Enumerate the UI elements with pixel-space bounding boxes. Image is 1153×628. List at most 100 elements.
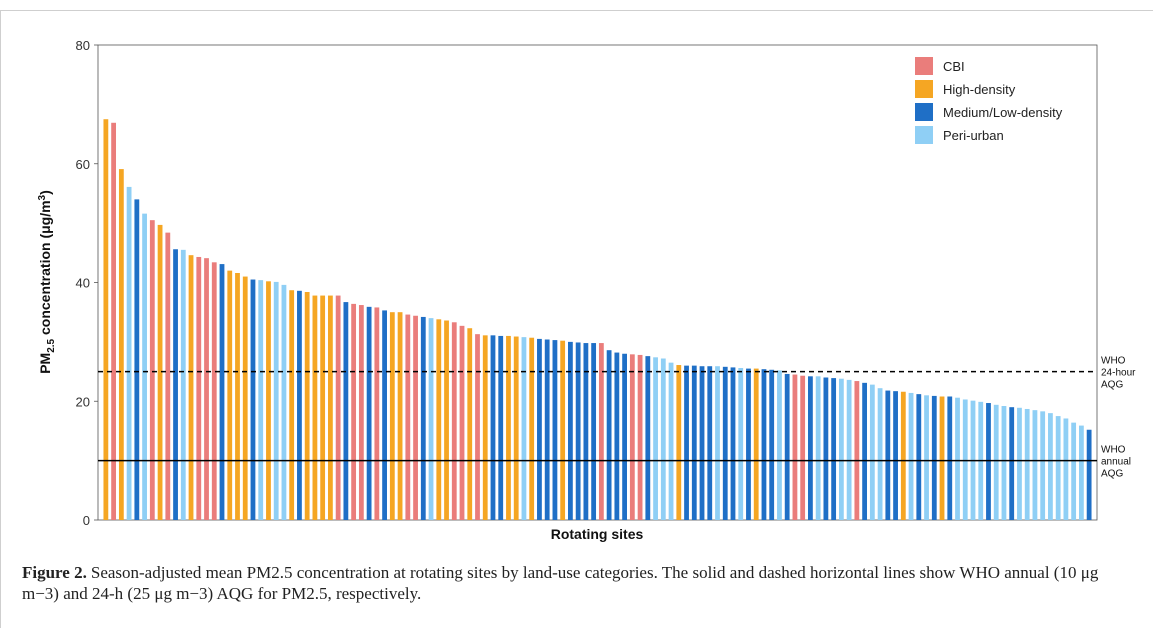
bar — [738, 368, 744, 520]
bar — [722, 366, 728, 520]
bar — [258, 280, 264, 521]
who-annual-aqg-label: WHO annual AQG — [1101, 445, 1131, 480]
bar — [800, 375, 806, 520]
y-axis: 0 20 40 60 80 — [76, 38, 98, 528]
legend-label: Medium/Low-density — [943, 105, 1063, 120]
bar — [676, 365, 682, 520]
bar-chart: 0 20 40 60 80 WHO 24-hour AQG WHO annual AQG CBI H… — [37, 38, 1136, 542]
bar — [327, 295, 333, 520]
bar — [598, 343, 604, 520]
bar — [784, 373, 790, 520]
bar — [506, 335, 511, 520]
bar — [397, 312, 403, 520]
bar — [1063, 418, 1069, 520]
bar — [358, 305, 364, 520]
bar — [320, 295, 326, 520]
bar — [436, 319, 442, 520]
bar — [242, 276, 248, 520]
bar — [916, 394, 922, 521]
bar — [893, 391, 898, 520]
legend-swatch — [915, 57, 933, 75]
bar — [467, 328, 473, 520]
bar — [149, 220, 155, 520]
bar — [947, 396, 953, 520]
bar — [606, 350, 612, 520]
bar — [513, 336, 519, 520]
bar — [846, 379, 852, 521]
bar — [343, 302, 349, 520]
bar — [250, 279, 256, 520]
bar — [660, 358, 666, 520]
bar — [482, 335, 488, 520]
bar — [962, 399, 968, 520]
y-tick-label: 0 — [83, 513, 90, 528]
bar — [103, 119, 109, 520]
figure-frame — [0, 10, 1153, 628]
bar — [877, 388, 883, 520]
bar — [374, 307, 380, 520]
legend-label: CBI — [943, 59, 965, 74]
reference-line-labels: WHO 24-hour AQG WHO annual AQG — [1101, 356, 1136, 480]
figure-label: Figure 2. — [22, 563, 87, 582]
legend-label: High-density — [943, 82, 1016, 97]
bar — [823, 377, 829, 520]
bar — [413, 315, 418, 520]
bar — [118, 169, 124, 520]
who-24-hour-aqg-label: WHO 24-hour AQG — [1101, 356, 1136, 391]
bar — [289, 290, 295, 520]
bar — [382, 310, 387, 520]
bar — [831, 378, 837, 520]
bar — [529, 337, 535, 520]
bar — [614, 352, 620, 520]
bar — [173, 249, 178, 520]
legend-swatch — [915, 80, 933, 98]
bar — [389, 312, 395, 520]
bar — [405, 314, 411, 520]
bars — [103, 119, 1092, 521]
bar — [939, 396, 945, 520]
bar — [142, 213, 147, 521]
bar — [746, 368, 751, 520]
bar — [351, 303, 357, 521]
bar — [715, 366, 720, 520]
bar — [475, 334, 480, 520]
y-axis-label: PM2.5 concentration (μg/m3) — [37, 190, 57, 374]
bar — [1078, 425, 1084, 520]
bar — [521, 337, 527, 521]
legend-swatch — [915, 126, 933, 144]
bar — [498, 335, 504, 520]
bar — [111, 122, 117, 520]
bar — [792, 374, 798, 520]
bar — [211, 262, 217, 520]
bar — [753, 368, 759, 520]
bar — [568, 341, 573, 521]
bar — [1048, 413, 1053, 521]
bar — [304, 292, 310, 520]
y-tick-label: 80 — [76, 38, 90, 53]
y-tick-label: 20 — [76, 394, 90, 409]
bar — [196, 256, 202, 520]
bar — [761, 369, 767, 520]
legend-label: Peri-urban — [943, 128, 1004, 143]
bar — [459, 325, 465, 520]
bar — [993, 404, 999, 520]
bar — [629, 354, 635, 520]
caption-text: Season-adjusted mean PM2.5 concentration… — [22, 563, 1099, 603]
bar — [1001, 406, 1007, 520]
bar — [420, 316, 426, 520]
bar — [924, 395, 929, 520]
bar — [1055, 416, 1061, 520]
bar — [157, 224, 163, 520]
figure-caption: Figure 2. Season-adjusted mean PM2.5 conc… — [22, 562, 1132, 604]
bar — [335, 295, 341, 520]
bar — [490, 335, 496, 520]
bar — [227, 270, 233, 521]
bar — [180, 249, 186, 520]
bar — [583, 343, 589, 520]
bar — [908, 392, 914, 520]
bar — [560, 340, 566, 520]
bar — [297, 290, 302, 520]
bar — [838, 378, 844, 520]
bar — [885, 390, 891, 520]
bar — [1086, 429, 1092, 520]
